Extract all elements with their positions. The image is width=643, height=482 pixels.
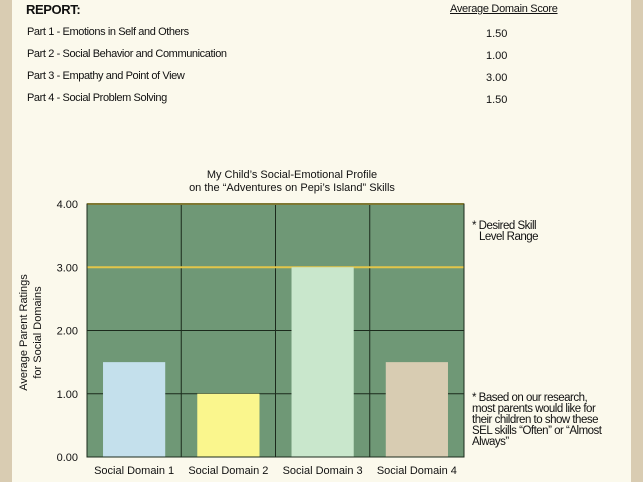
report-row-label: Part 2 - Social Behavior and Communicati… [27,48,227,60]
bar [291,267,354,457]
report-row: Part 1 - Emotions in Self and Others 1.5… [12,26,631,44]
research-note-line: * Based on our research, [472,392,588,404]
y-axis-label: Average Parent Ratings [18,274,30,391]
report-row: Part 2 - Social Behavior and Communicati… [12,48,631,66]
report-row: Part 4 - Social Problem Solving 1.50 [12,92,631,110]
report-row-score: 1.00 [486,50,508,62]
bar [197,393,260,457]
chart-title-line-2: on the “Adventures on Pepi’s Island” Ski… [189,182,395,194]
y-tick-label: 2.00 [57,326,78,338]
y-axis-label: for Social Domains [32,286,44,379]
chart-title-line-1: My Child’s Social-Emotional Profile [206,169,378,181]
x-tick-label: Social Domain 4 [377,465,457,477]
report-row-score: 1.50 [486,28,508,40]
research-note-line: SEL skills “Often” or “Almost [472,425,602,437]
desired-range-note: * Desired Skill Level Range [472,220,539,243]
report-row-label: Part 1 - Emotions in Self and Others [27,26,189,38]
report-row-label: Part 3 - Empathy and Point of View [27,70,185,82]
x-tick-label: Social Domain 1 [94,465,174,477]
research-note-line: most parents would like for [472,403,596,415]
report-row-score: 1.50 [486,94,508,106]
research-note-line: their children to show these [472,414,598,426]
report-row: Part 3 - Empathy and Point of View 3.00 [12,70,631,88]
y-tick-label: 0.00 [57,452,78,464]
desired-note-line: Level Range [479,231,539,243]
chart-title: My Child’s Social-Emotional Profile on t… [12,169,572,195]
y-tick-label: 4.00 [57,199,78,211]
desired-note-line: * Desired Skill [472,220,537,232]
bar [103,362,166,457]
report-row-score: 3.00 [486,72,508,84]
report-row-label: Part 4 - Social Problem Solving [27,92,167,104]
y-tick-label: 3.00 [57,262,78,274]
report-title: REPORT: [26,2,81,17]
bar [385,362,448,457]
research-note: * Based on our research, most parents wo… [472,392,602,448]
plot-frame [86,203,465,458]
x-tick-label: Social Domain 2 [188,465,268,477]
research-note-line: Always” [472,436,509,448]
score-column-header: Average Domain Score [450,3,558,15]
y-tick-label: 1.00 [57,389,78,401]
x-tick-label: Social Domain 3 [283,465,363,477]
